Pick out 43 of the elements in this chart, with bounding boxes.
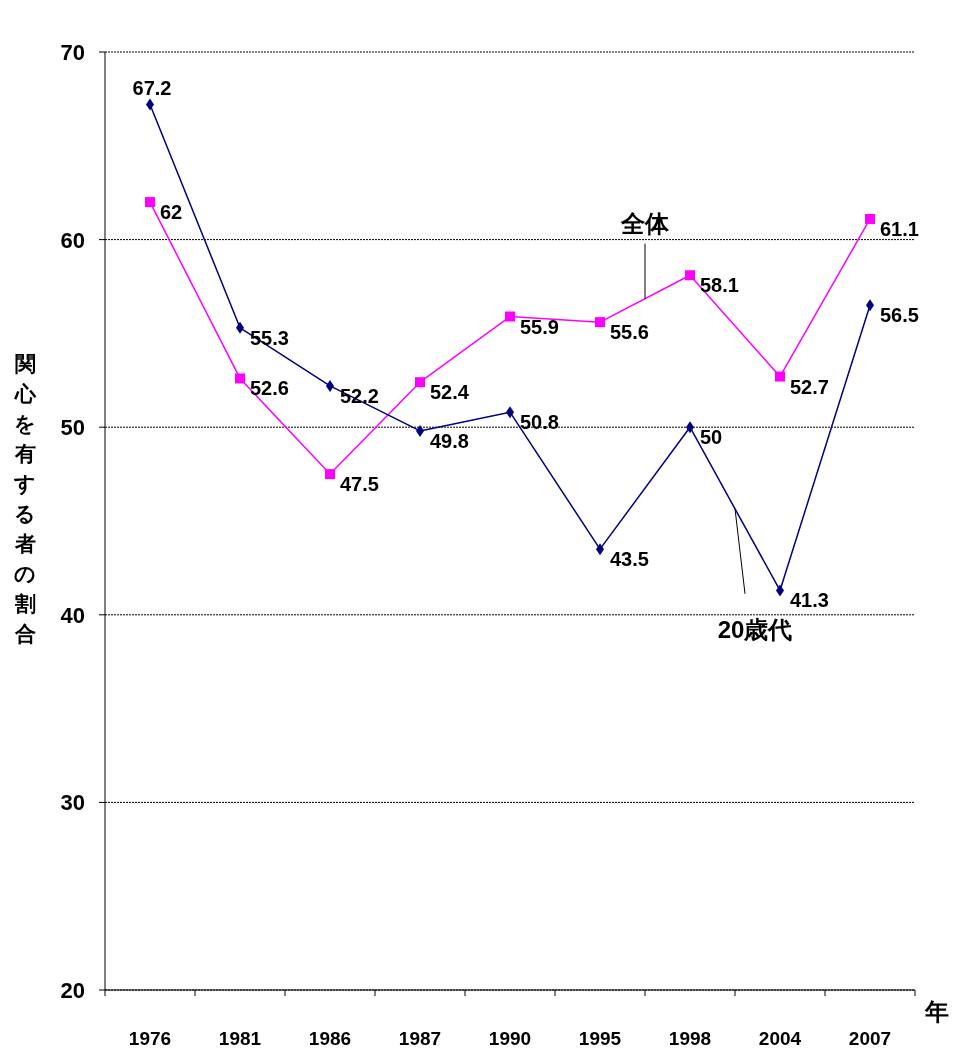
- point: [775, 371, 785, 382]
- x-tick-label: 1998: [668, 1028, 712, 1049]
- point: [145, 197, 155, 208]
- x-axis-title: 年: [924, 998, 949, 1025]
- x-tick-label: 2004: [758, 1028, 802, 1049]
- data-label: 43.5: [610, 548, 649, 571]
- point: [235, 373, 245, 384]
- x-tick-label: 1981: [218, 1028, 262, 1049]
- x-tick-label: 1976: [128, 1028, 172, 1049]
- y-tick-label: 70: [60, 40, 85, 65]
- y-tick-label: 20: [60, 978, 85, 1003]
- y-tick-label: 50: [60, 415, 85, 441]
- point: [325, 469, 335, 480]
- data-label: 62: [160, 201, 183, 224]
- series-label: 全体: [620, 209, 670, 237]
- data-label: 49.8: [430, 429, 469, 452]
- point: [415, 377, 425, 388]
- point: [505, 311, 515, 322]
- x-tick-label: 1995: [578, 1028, 622, 1049]
- point: [685, 270, 695, 281]
- data-label: 67.2: [132, 76, 172, 99]
- y-tick-label: 60: [60, 227, 85, 253]
- data-label: 61.1: [880, 217, 919, 240]
- y-tick-label: 40: [60, 602, 85, 628]
- data-label: 52.7: [790, 375, 829, 398]
- x-tick-label: 2007: [848, 1028, 892, 1049]
- text: 関心を有する者の割合: [14, 352, 36, 645]
- data-label: 58.1: [700, 274, 739, 297]
- data-label: 47.5: [340, 473, 379, 496]
- y-tick-label: 30: [60, 790, 85, 816]
- x-tick-label: 1987: [398, 1028, 442, 1049]
- data-label: 56.5: [880, 304, 919, 327]
- data-label: 41.3: [790, 589, 829, 612]
- x-tick-label: 1990: [488, 1028, 532, 1049]
- data-label: 52.4: [430, 381, 470, 404]
- series-label: 20歳代: [717, 615, 793, 643]
- x-tick-label: 1986: [308, 1028, 352, 1049]
- point: [595, 317, 605, 328]
- data-label: 52.6: [250, 377, 289, 400]
- data-label: 55.9: [520, 315, 559, 338]
- data-label: 55.6: [610, 321, 649, 344]
- point: [865, 213, 875, 224]
- data-label: 50: [700, 426, 723, 449]
